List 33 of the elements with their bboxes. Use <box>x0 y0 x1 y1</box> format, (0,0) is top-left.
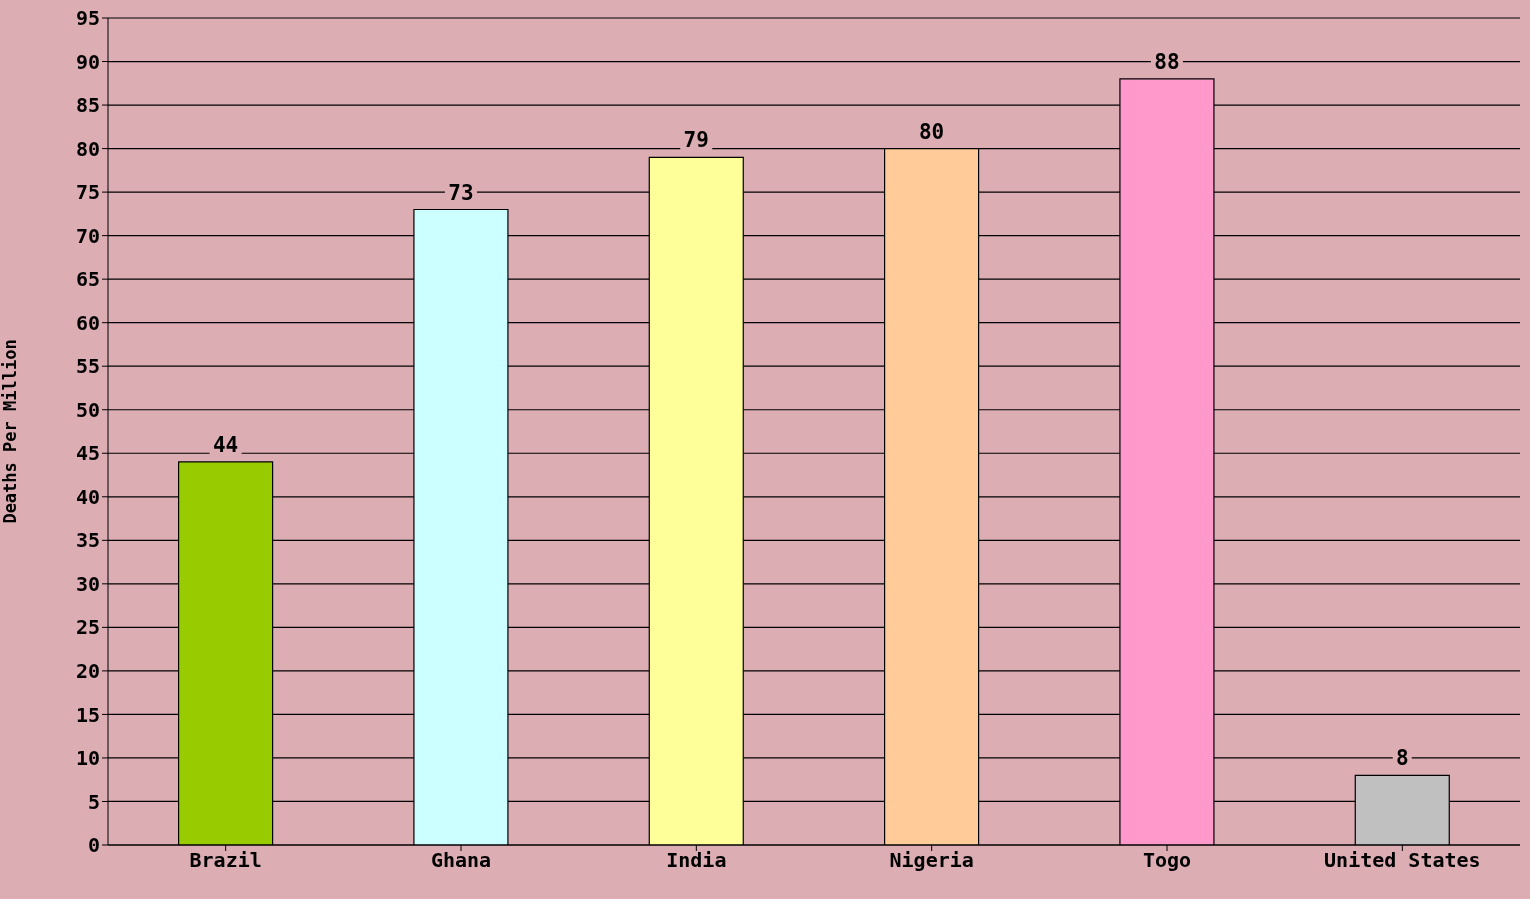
y-tick-label: 80 <box>75 136 100 161</box>
y-tick-label: 15 <box>75 702 100 727</box>
y-tick-label: 35 <box>75 528 100 553</box>
data-label: 79 <box>683 128 709 153</box>
y-tick-label: 70 <box>75 223 100 248</box>
x-tick-label: Brazil <box>189 848 262 873</box>
y-axis-title: Deaths Per Million <box>0 339 21 524</box>
y-tick-label: 90 <box>75 49 100 74</box>
y-tick-label: 75 <box>75 180 100 205</box>
y-tick-label: 5 <box>87 789 100 814</box>
x-tick-label: Nigeria <box>889 848 974 873</box>
data-label: 80 <box>918 119 945 144</box>
y-tick-label: 10 <box>75 746 100 771</box>
y-tick-label: 65 <box>75 267 100 292</box>
x-tick-label: Togo <box>1142 848 1192 873</box>
x-tick-label: United States <box>1324 848 1481 873</box>
data-label: 73 <box>448 180 474 205</box>
y-tick-label: 25 <box>75 615 100 640</box>
data-label: 88 <box>1154 49 1180 74</box>
data-label: 44 <box>212 432 239 457</box>
x-tick-label: Ghana <box>430 848 492 873</box>
y-tick-label: 45 <box>75 441 100 466</box>
data-label: 8 <box>1395 746 1409 771</box>
y-tick-label: 40 <box>75 484 100 509</box>
y-tick-label: 85 <box>75 93 100 118</box>
y-tick-label: 95 <box>75 6 100 31</box>
y-tick-label: 50 <box>75 397 100 422</box>
y-tick-label: 0 <box>87 833 100 858</box>
x-tick-label: India <box>666 848 727 873</box>
y-tick-label: 55 <box>75 354 100 379</box>
y-tick-label: 20 <box>75 658 100 683</box>
y-tick-label: 60 <box>75 310 100 335</box>
y-tick-label: 30 <box>75 571 100 596</box>
